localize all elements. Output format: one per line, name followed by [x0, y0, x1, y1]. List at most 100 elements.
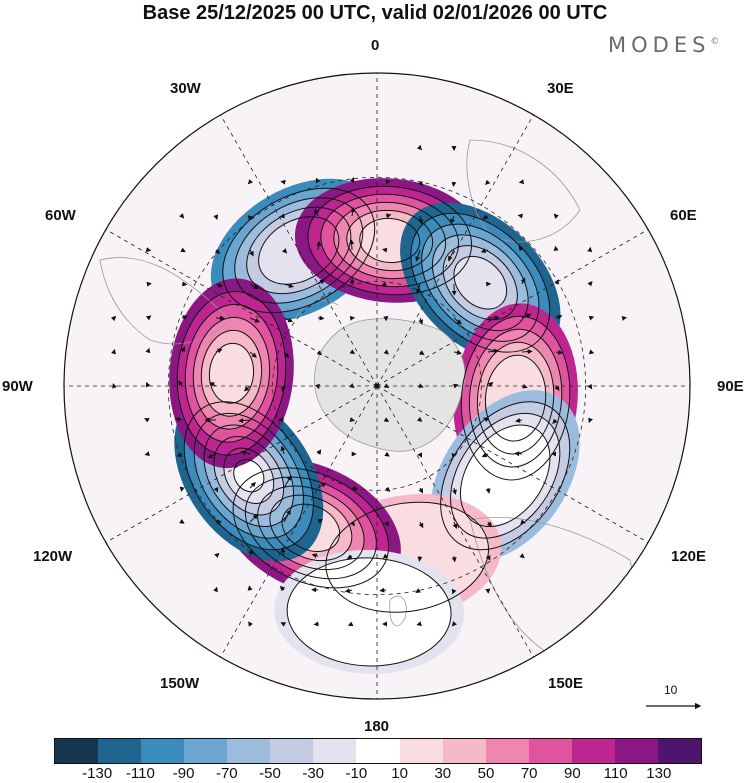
wind-arrow	[349, 177, 355, 183]
wind-arrow	[179, 213, 185, 219]
contour-line	[176, 290, 287, 456]
wind-arrow	[553, 245, 559, 252]
wind-arrow	[280, 547, 286, 557]
wind-arrow	[317, 482, 327, 489]
wind-arrow	[552, 418, 558, 424]
south-america-outline	[99, 257, 231, 345]
contour-line	[183, 401, 314, 551]
wind-arrow	[417, 452, 422, 458]
wind-arrow	[283, 317, 294, 323]
wind-arrow	[415, 249, 421, 262]
africa-outline	[466, 139, 581, 243]
contour-line	[184, 303, 279, 443]
lon-label-0: 0	[371, 37, 380, 54]
wind-arrow	[110, 315, 117, 322]
contour-line	[223, 447, 275, 504]
colorbar-swatch-9	[442, 739, 486, 763]
wind-arrow	[381, 247, 388, 253]
contour-line	[307, 185, 473, 296]
colorbar-swatch-6	[313, 739, 357, 763]
wind-arrow	[487, 348, 499, 354]
lon-label-150w: 150W	[160, 675, 200, 692]
wind-arrow	[555, 349, 564, 355]
wind-arrow	[416, 283, 421, 295]
wind-arrow	[451, 181, 457, 187]
wind-arrow	[283, 509, 291, 523]
wind-arrow	[248, 621, 254, 627]
contour-line	[244, 476, 377, 580]
wind-arrow	[381, 281, 387, 287]
lon-label-30e: 30E	[547, 80, 574, 97]
colorbar-tick-label: 90	[564, 765, 581, 782]
colorbar-tick-label: 50	[477, 765, 495, 782]
wind-arrow	[481, 452, 489, 458]
wind-arrow	[315, 177, 321, 184]
colorbar-swatch-12	[571, 739, 615, 763]
wind-arrow	[215, 348, 223, 354]
wind-arrow	[518, 245, 524, 252]
anomaly-center	[274, 549, 465, 674]
colorbar-swatch-2	[141, 739, 185, 763]
wind-arrow	[418, 487, 424, 494]
wind-arrow	[178, 380, 184, 387]
wind-arrow	[588, 349, 595, 355]
contour-line	[346, 209, 434, 272]
wind-arrow	[111, 348, 116, 355]
wind-arrow	[487, 381, 494, 387]
contour-line	[453, 255, 508, 310]
wind-arrow	[281, 248, 288, 254]
contour-line	[440, 401, 571, 551]
wind-arrow	[453, 383, 459, 389]
wind-arrow	[482, 417, 489, 423]
wind-arrow	[283, 351, 290, 359]
lon-label-180: 180	[364, 718, 390, 735]
colorbar-swatch-1	[98, 739, 142, 763]
wind-arrow	[588, 417, 593, 424]
contour-line	[410, 212, 551, 353]
lon-label-120e: 120E	[671, 548, 707, 565]
wind-arrow	[520, 277, 526, 285]
contour-line	[359, 217, 421, 264]
wind-arrow	[553, 213, 559, 219]
contour-line	[269, 494, 353, 562]
colorbar-swatch-8	[399, 739, 443, 763]
wind-arrow	[379, 587, 387, 593]
wind-arrow	[145, 315, 152, 321]
wind-arrow	[145, 347, 151, 354]
lon-label-30w: 30W	[170, 80, 201, 97]
wind-arrow	[207, 453, 217, 459]
contour-line	[450, 412, 561, 539]
new-zealand-outline	[389, 595, 407, 627]
wind-arrow	[418, 215, 424, 225]
wind-arrow	[385, 213, 392, 219]
wind-arrow	[249, 317, 261, 323]
wind-arrow	[382, 553, 389, 559]
wind-arrow	[209, 382, 217, 387]
wind-arrow	[417, 180, 423, 187]
wind-arrow	[351, 485, 359, 491]
contour-line	[333, 201, 447, 280]
wind-arrow	[519, 553, 525, 559]
wind-arrow	[418, 521, 424, 529]
colorbar-tick-label: -90	[172, 765, 195, 782]
colorbar-swatch-14	[657, 739, 701, 763]
colorbar-tick-label: -30	[302, 765, 325, 782]
wind-arrow	[283, 475, 292, 489]
wind-arrow	[521, 349, 533, 355]
wind-arrow	[385, 179, 391, 185]
wind-arrow	[350, 206, 356, 217]
contour-line	[468, 328, 563, 468]
contour-line	[476, 341, 555, 455]
wind-arrow	[248, 548, 254, 557]
contour-line	[460, 315, 571, 481]
wind-arrow	[416, 144, 423, 151]
wind-arrow	[451, 555, 457, 563]
wind-arrow	[349, 520, 355, 527]
wind-arrow	[314, 208, 320, 217]
wind-arrow	[418, 350, 425, 356]
wind-arrow	[316, 240, 322, 251]
colorbar-tick-label: -70	[215, 765, 238, 782]
wind-arrow	[249, 514, 259, 523]
anomaly-contour-fill	[209, 343, 254, 404]
